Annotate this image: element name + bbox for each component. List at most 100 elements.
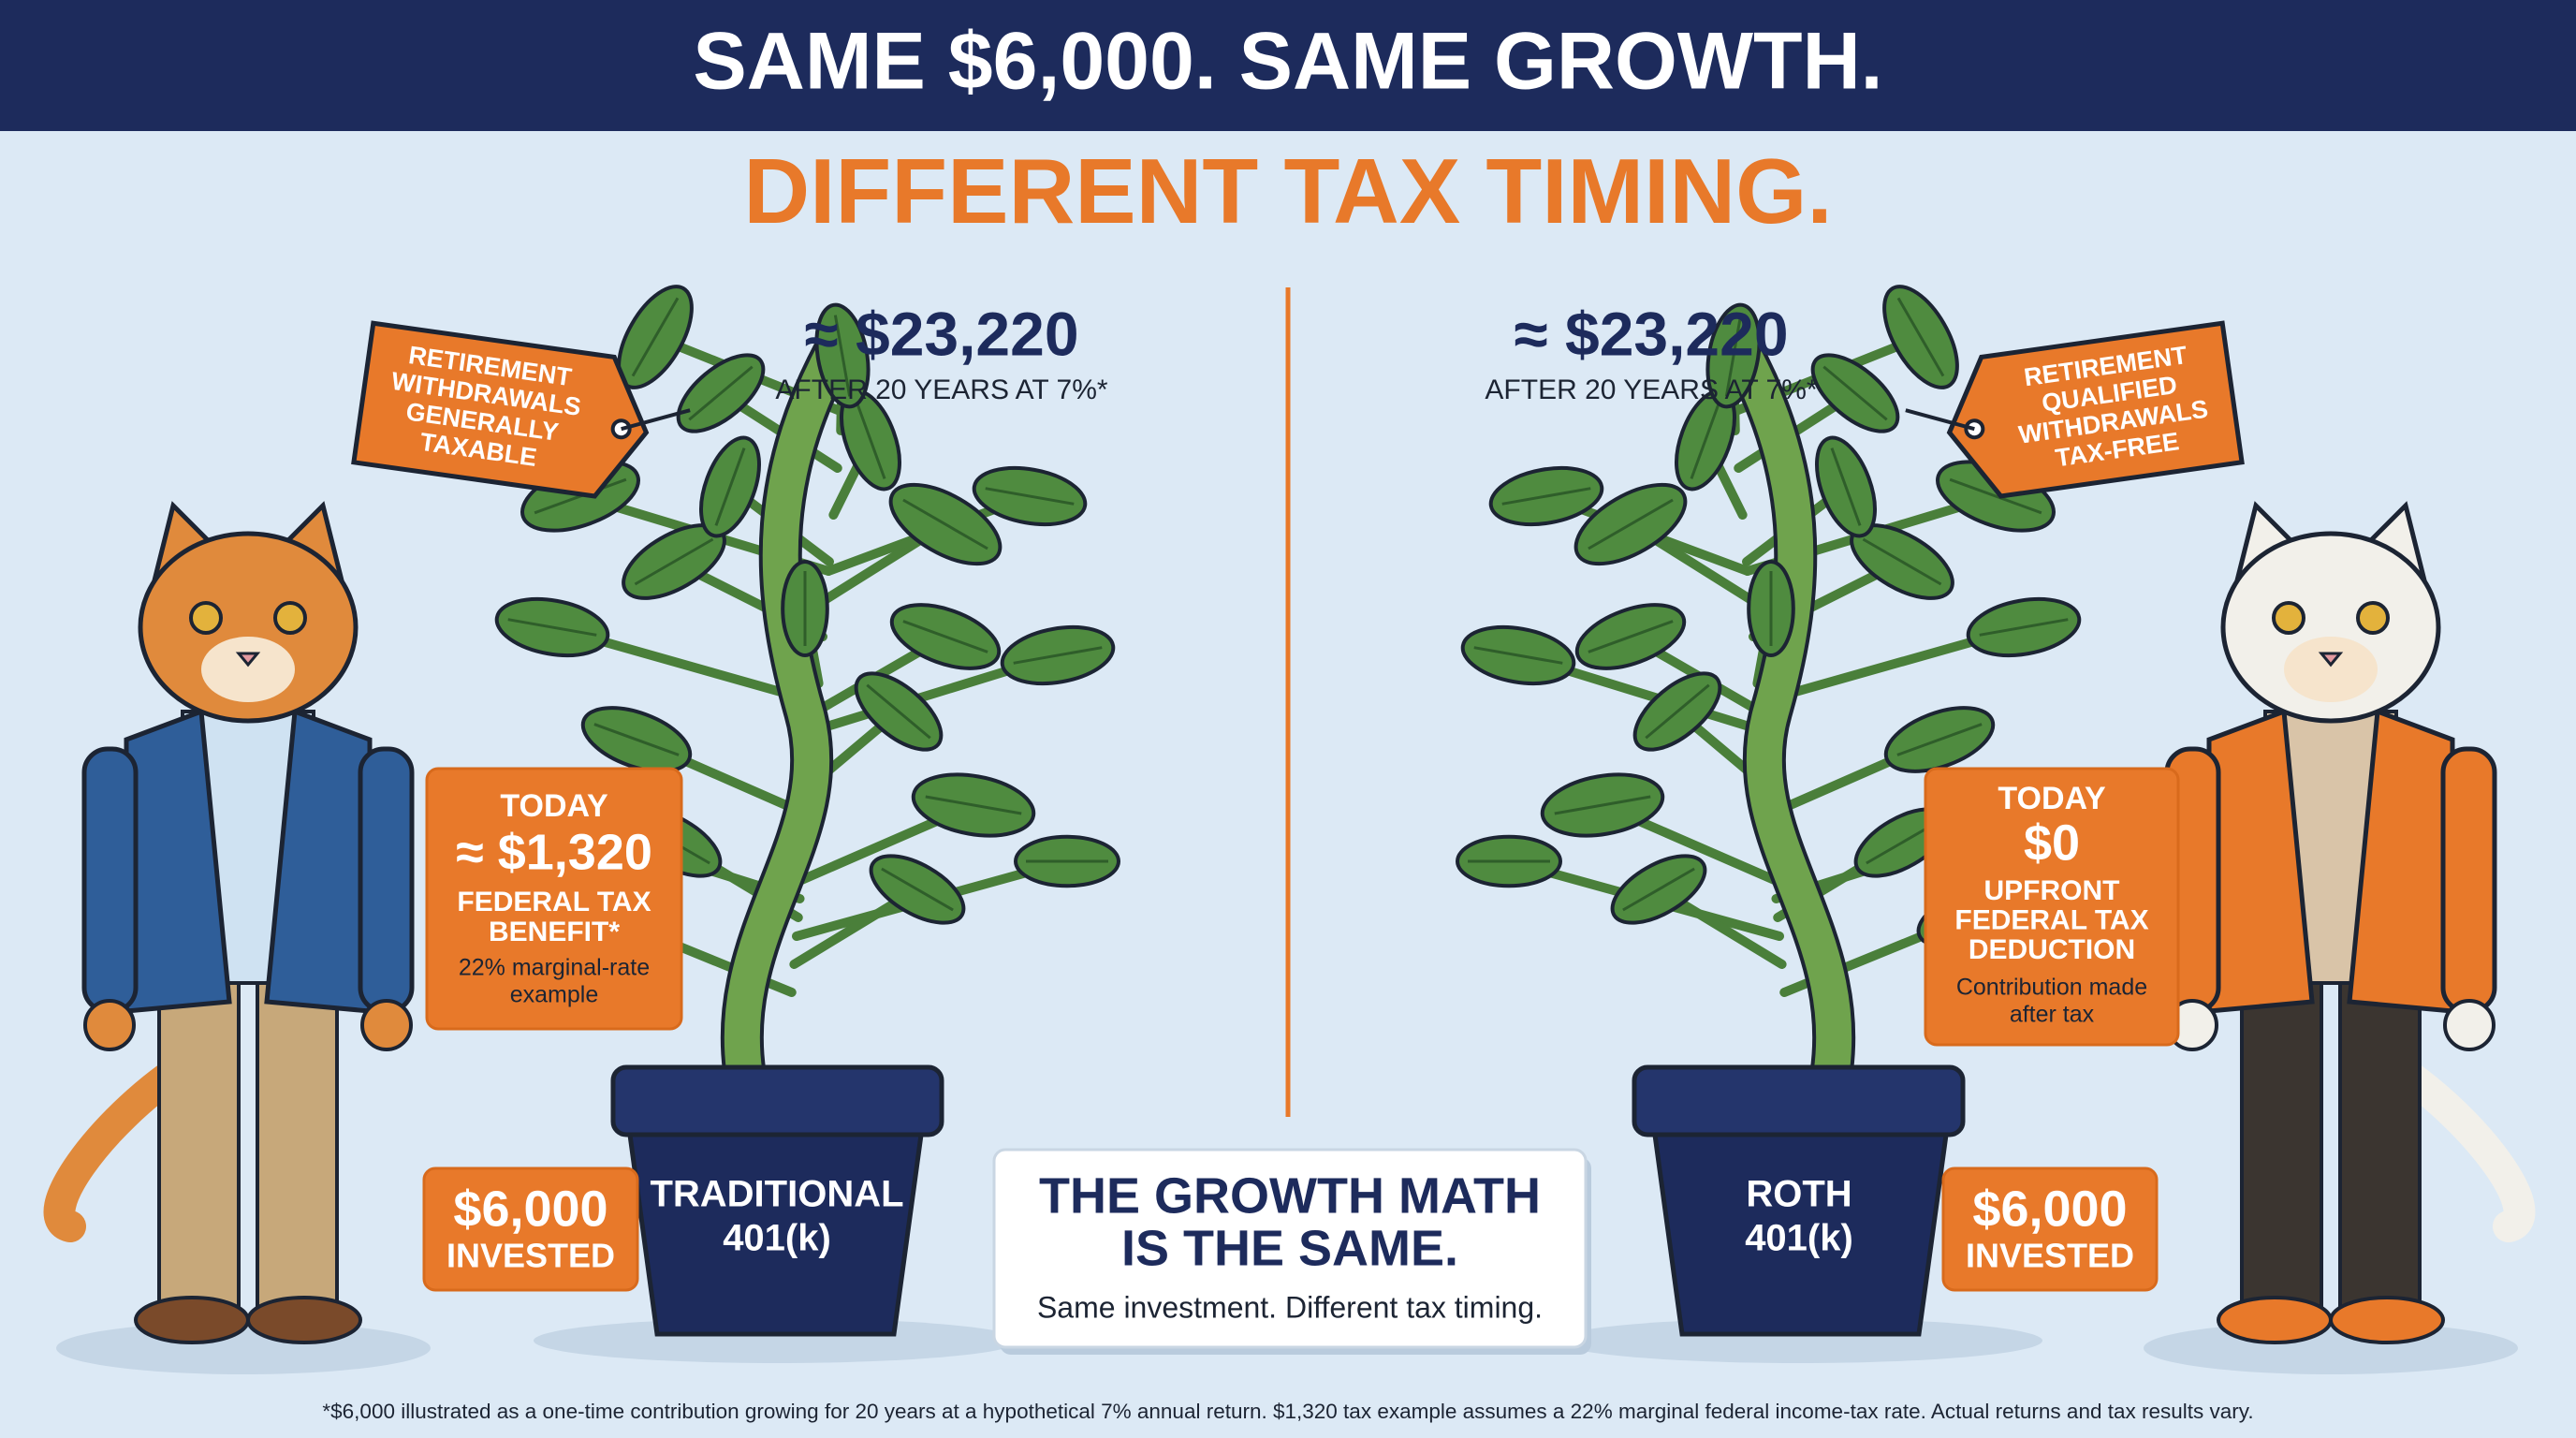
- info-box: [425, 767, 683, 1031]
- leaf-vein: [1588, 620, 1674, 653]
- text-label: TRADITIONAL: [650, 1174, 903, 1215]
- eye: [2272, 601, 2305, 635]
- leaf-vein: [902, 498, 988, 550]
- eye: [2356, 601, 2390, 635]
- text-label: DIFFERENT TAX TIMING.: [743, 139, 1832, 242]
- leaf-vein: [866, 683, 931, 740]
- text-label: FEDERAL TAX: [457, 887, 651, 917]
- text-label: 401(k): [1745, 1218, 1853, 1259]
- cat: [43, 501, 415, 1344]
- leg: [256, 962, 339, 1313]
- text-label: Contribution made: [1956, 975, 2147, 1001]
- shoe: [2217, 1296, 2333, 1344]
- text-label: after tax: [2010, 1002, 2095, 1028]
- leaf-vein: [925, 795, 1022, 815]
- tag-hole: [610, 418, 632, 440]
- shadow: [2144, 1322, 2518, 1374]
- leaf-vein: [1896, 723, 1983, 756]
- text-label: FEDERAL TAX: [1954, 904, 2148, 935]
- leaf-vein: [1690, 401, 1721, 479]
- text-label: AFTER 20 YEARS AT 7%*: [1485, 374, 1817, 405]
- head: [138, 531, 359, 724]
- paw: [2443, 999, 2496, 1051]
- info-box: [422, 1167, 639, 1292]
- text-label: Same investment. Different tax timing.: [1037, 1290, 1543, 1324]
- tag-shape: [351, 320, 650, 499]
- text-label: 22% marginal-rate: [459, 955, 650, 981]
- tag-string: [1905, 408, 1975, 432]
- leaf-vein: [1473, 646, 1563, 665]
- text-label: DEDUCTION: [1969, 934, 2135, 965]
- text-label: SAME $6,000. SAME GROWTH.: [693, 17, 1882, 107]
- cat: [2164, 501, 2536, 1344]
- leaf-vein: [634, 537, 714, 586]
- leaf-vein: [1949, 477, 2042, 515]
- text-label: ≈ $1,320: [456, 824, 652, 880]
- muzzle: [201, 637, 295, 702]
- arm: [2440, 746, 2497, 1014]
- text-label: UPFRONT: [1984, 875, 2120, 906]
- text-label: TODAY: [500, 788, 608, 824]
- leaf-vein: [593, 723, 680, 756]
- leaf-vein: [1501, 487, 1591, 506]
- stem: [1716, 319, 1852, 1113]
- text-label: TODAY: [1998, 781, 2106, 816]
- leaf-vein: [833, 315, 852, 397]
- leaf-vein: [1862, 537, 1942, 586]
- leaf-vein: [881, 867, 954, 912]
- leaf-vein: [714, 448, 746, 526]
- leaf-vein: [1896, 297, 1945, 377]
- plant-roth: [1456, 285, 2082, 1363]
- leaf-vein: [1622, 867, 1695, 912]
- eye: [189, 601, 223, 635]
- shoe: [246, 1296, 362, 1344]
- leaf-vein: [631, 297, 680, 377]
- leaf-vein: [1830, 448, 1862, 526]
- tag-hole: [1964, 418, 1985, 440]
- leaf-vein: [688, 365, 754, 421]
- text-label: INVESTED: [1966, 1237, 2134, 1275]
- leaf-vein: [1645, 683, 1710, 740]
- nose: [2318, 652, 2344, 668]
- leaf-vein: [1588, 498, 1674, 550]
- leaf-vein: [1822, 365, 1888, 421]
- stem: [724, 319, 860, 1113]
- text-label: example: [510, 982, 599, 1008]
- text-label: AFTER 20 YEARS AT 7%*: [775, 374, 1107, 405]
- pot-rim: [610, 1064, 944, 1137]
- leg: [157, 962, 241, 1313]
- nose: [235, 652, 261, 668]
- text-label: ≈ $23,220: [1514, 299, 1788, 368]
- tag-string: [621, 408, 691, 432]
- eye: [273, 601, 307, 635]
- info-box: [1941, 1167, 2159, 1292]
- arm: [358, 746, 415, 1014]
- tag-shape: [1946, 320, 2245, 499]
- summary-box: [992, 1148, 1588, 1349]
- leaf-vein: [507, 618, 597, 637]
- leaf-vein: [1979, 618, 2069, 637]
- text-label: THE GROWTH MATH: [1039, 1167, 1541, 1224]
- text-label: $6,000: [453, 1181, 607, 1237]
- leaf-vein: [985, 487, 1075, 506]
- text-label: IS THE SAME.: [1121, 1220, 1458, 1276]
- tail: [43, 1051, 198, 1242]
- head: [2220, 531, 2441, 724]
- text-label: 401(k): [723, 1218, 831, 1259]
- header-bar: [0, 0, 2576, 131]
- shoe: [134, 1296, 250, 1344]
- pot-rim: [1632, 1064, 1966, 1137]
- info-box: [1924, 767, 2180, 1047]
- text-label: ≈ $23,220: [804, 299, 1078, 368]
- shoe: [2329, 1296, 2445, 1344]
- paw: [360, 999, 413, 1051]
- text-label: INVESTED: [446, 1237, 615, 1275]
- text-label: $6,000: [1972, 1181, 2127, 1237]
- leg: [2338, 962, 2422, 1313]
- leaf-vein: [1724, 315, 1743, 397]
- arm: [81, 746, 139, 1014]
